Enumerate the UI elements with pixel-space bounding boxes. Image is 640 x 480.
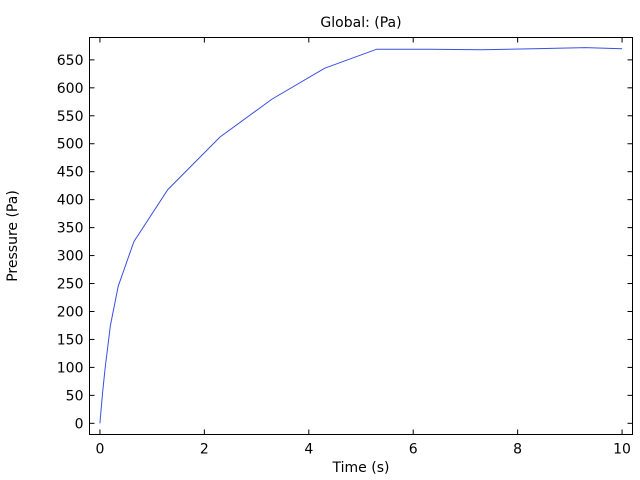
pressure-series-line (99, 47, 623, 424)
y-tick-label: 450 (57, 165, 84, 181)
y-tick-label: 600 (57, 81, 84, 97)
y-tick-label: 250 (57, 277, 84, 293)
x-tick-label: 0 (95, 442, 104, 458)
y-tick-label: 650 (57, 53, 84, 69)
axis-ticks: 0 2 4 6 8 10050100150200250300350400450500550… (57, 37, 633, 458)
y-tick-label: 350 (57, 221, 84, 237)
y-tick-label: 300 (57, 249, 84, 265)
y-tick-label: 500 (57, 137, 84, 153)
x-tick-label: 6 (409, 442, 418, 458)
y-tick-label: 200 (57, 304, 84, 320)
x-tick-label: 10 (613, 442, 631, 458)
y-tick-label: 50 (66, 388, 84, 404)
y-tick-label: 400 (57, 193, 84, 209)
series-layer (99, 47, 623, 424)
x-tick-label: 4 (304, 442, 313, 458)
plot-frame (89, 37, 633, 435)
y-tick-label: 550 (57, 109, 84, 125)
y-tick-label: 0 (75, 416, 84, 432)
x-tick-label: 2 (200, 442, 209, 458)
y-axis-title: Pressure (Pa) (5, 190, 21, 282)
chart-title: Global: (Pa) (320, 15, 401, 31)
x-axis-title: Time (s) (332, 460, 390, 476)
x-tick-label: 8 (513, 442, 522, 458)
y-tick-label: 100 (57, 360, 84, 376)
y-tick-label: 150 (57, 332, 84, 348)
